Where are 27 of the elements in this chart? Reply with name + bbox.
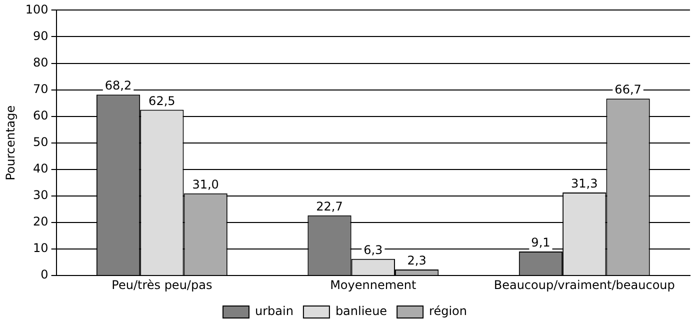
data-label: 22,7 (316, 199, 343, 214)
data-label: 31,0 (192, 177, 219, 192)
y-tick-label: 60 (33, 108, 48, 122)
data-label: 68,2 (104, 78, 132, 93)
legend-label: urbain (254, 304, 294, 318)
data-label: 66,7 (614, 82, 642, 97)
y-tick-label: 50 (33, 135, 48, 150)
x-tick-label: Moyennement (330, 278, 417, 292)
legend-label: région (429, 304, 468, 318)
legend-label: banlieue (335, 304, 388, 318)
y-tick-label: 40 (33, 162, 48, 176)
y-tick-label: 90 (33, 28, 48, 43)
y-tick-label: 0 (40, 268, 48, 282)
y-tick-label: 20 (33, 214, 48, 229)
data-label: 62,5 (148, 94, 176, 108)
y-tick-label: 80 (33, 55, 48, 70)
y-tick-label: 10 (33, 241, 48, 256)
y-tick-label: 30 (33, 188, 48, 202)
data-label: 6,3 (364, 243, 383, 258)
data-label: 2,3 (407, 254, 426, 268)
y-tick-label: 70 (33, 82, 48, 96)
x-tick-label: Beaucoup/vraiment/beaucoup (494, 278, 675, 292)
data-label: 31,3 (571, 176, 598, 191)
y-axis-title: Pourcentage (3, 105, 18, 180)
x-tick-label: Peu/très peu/pas (112, 278, 212, 292)
y-tick-label: 100 (25, 2, 48, 16)
data-label: 9,1 (531, 236, 550, 250)
